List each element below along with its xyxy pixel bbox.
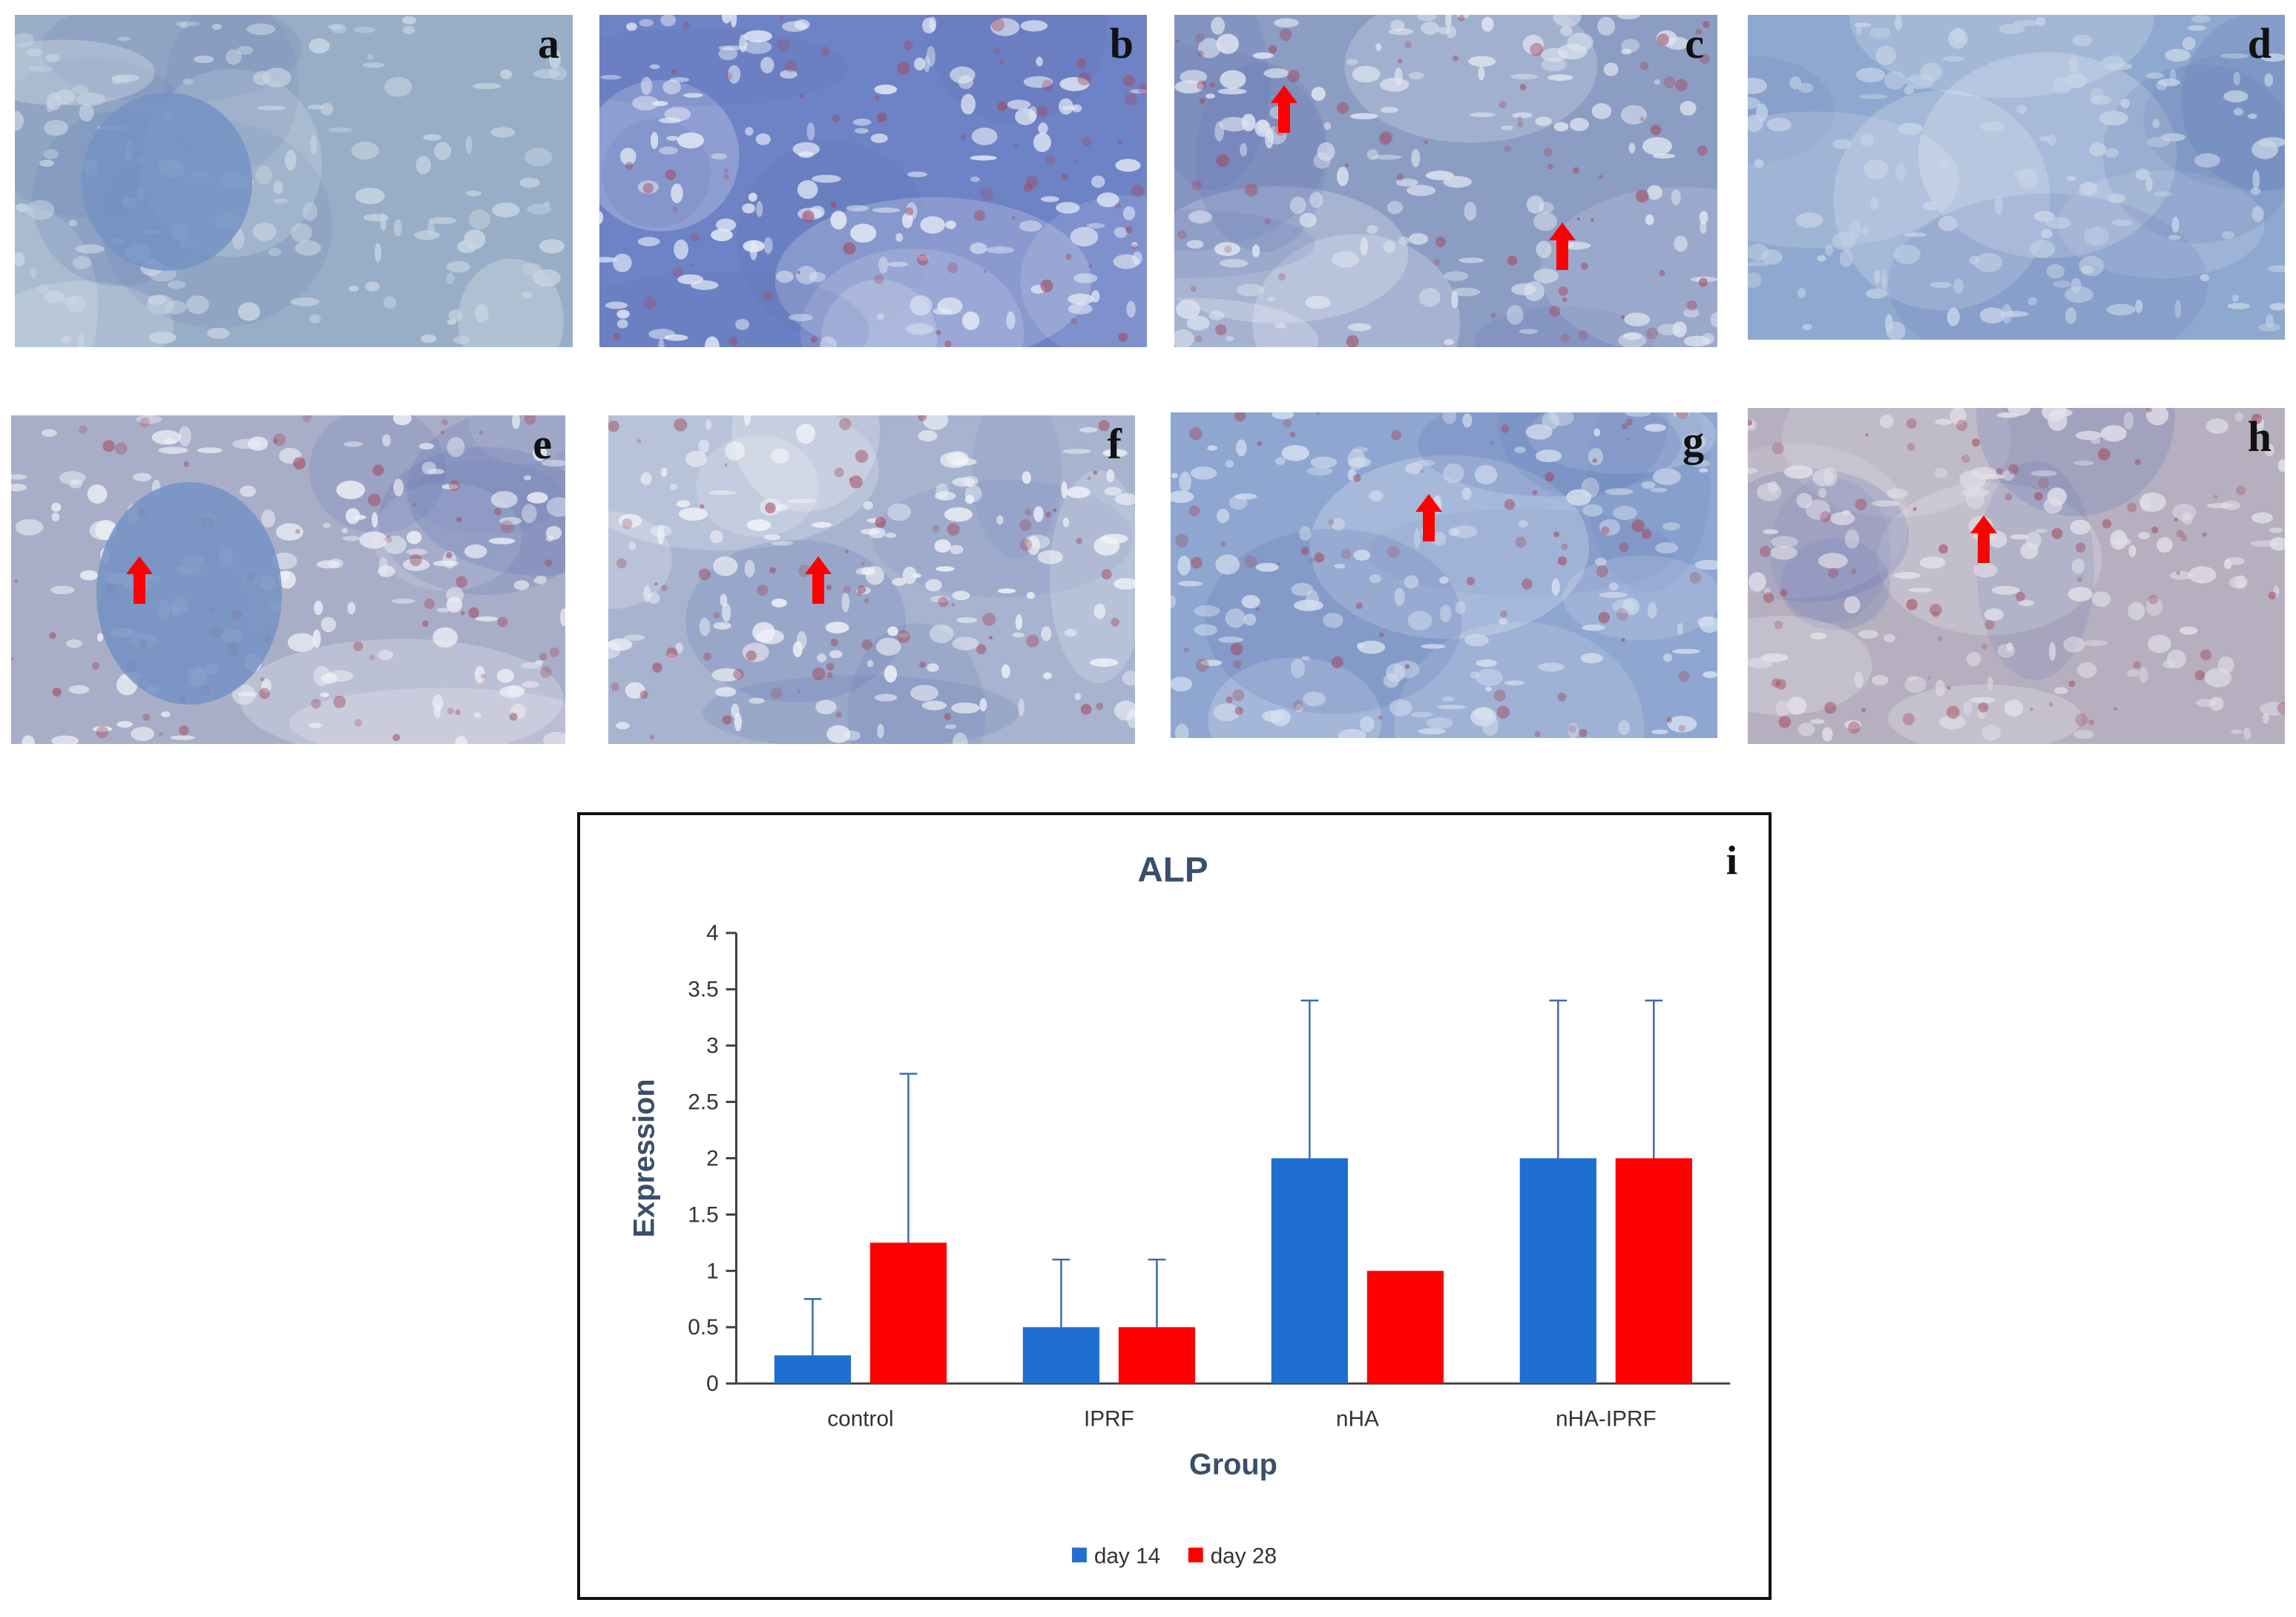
bar-day14-IPRF <box>1022 1327 1100 1384</box>
tissue-texture <box>1171 412 1717 738</box>
micrograph-panel-f: f <box>608 415 1135 744</box>
bar-day28-control <box>869 1242 947 1384</box>
legend-swatch-day28 <box>1188 1547 1203 1563</box>
tissue-texture <box>599 15 1147 347</box>
legend-label: day 14 <box>1094 1544 1160 1568</box>
legend-label: day 28 <box>1211 1544 1277 1568</box>
y-tick-label: 4 <box>706 921 719 946</box>
red-arrow-icon <box>1549 223 1576 270</box>
tissue-texture <box>1174 15 1717 347</box>
x-tick-label: IPRF <box>1084 1407 1134 1432</box>
red-arrow-icon <box>805 556 832 604</box>
y-tick-label: 1.5 <box>688 1202 718 1227</box>
tissue-texture <box>608 415 1135 744</box>
bar-day14-control <box>774 1355 852 1384</box>
red-arrow-icon <box>1271 85 1297 133</box>
bar-day14-nHA-IPRF <box>1519 1158 1596 1384</box>
panel-label-a: a <box>538 19 559 67</box>
legend-swatch-day14 <box>1072 1547 1087 1563</box>
y-tick-label: 3.5 <box>688 978 718 1002</box>
bar-day14-nHA <box>1271 1158 1348 1384</box>
y-tick-label: 0 <box>706 1371 719 1396</box>
y-tick-label: 2.5 <box>688 1090 718 1114</box>
bar-day28-nHA <box>1366 1271 1444 1384</box>
x-axis-label: Group <box>1189 1448 1277 1481</box>
panel-label-d: d <box>2247 19 2272 67</box>
panel-label-f: f <box>1107 420 1122 468</box>
tissue-texture <box>1748 408 2285 744</box>
x-tick-label: control <box>827 1407 893 1432</box>
tissue-texture <box>1748 15 2285 340</box>
chart-title: ALP <box>1137 850 1208 889</box>
bar-day28-nHA-IPRF <box>1615 1158 1692 1384</box>
x-tick-label: nHA <box>1336 1407 1379 1432</box>
panel-label-h: h <box>2247 412 2272 461</box>
micrograph-panel-c: c <box>1174 15 1717 347</box>
red-arrow-icon <box>1970 516 1997 563</box>
bar-day28-IPRF <box>1118 1327 1196 1384</box>
x-tick-label: nHA-IPRF <box>1556 1407 1657 1432</box>
tissue-texture <box>15 15 568 347</box>
y-tick-label: 0.5 <box>688 1315 718 1340</box>
y-tick-label: 3 <box>706 1034 719 1058</box>
panel-label-c: c <box>1685 19 1704 67</box>
red-arrow-icon <box>126 556 153 604</box>
panel-label-b: b <box>1109 19 1134 67</box>
y-tick-label: 1 <box>706 1259 719 1283</box>
y-axis-label: Expression <box>628 1079 660 1238</box>
panel-label-g: g <box>1682 417 1704 465</box>
panel-label-e: e <box>533 420 552 468</box>
alp-bar-chart: ALP i 0 0.5 1 1.5 2 2.5 3 3.5 4 control IPRF nHA nHA-I… <box>577 812 1772 1600</box>
micrograph-panel-d: d <box>1748 15 2285 340</box>
tissue-texture <box>11 415 565 744</box>
y-tick-label: 2 <box>706 1146 719 1170</box>
micrograph-panel-a: a <box>15 15 573 347</box>
alp-chart-svg: ALP i 0 0.5 1 1.5 2 2.5 3 3.5 4 control IPRF nHA nHA-I… <box>628 837 1737 1568</box>
micrograph-panel-h: h <box>1748 408 2285 744</box>
micrograph-panel-e: e <box>11 415 565 744</box>
micrograph-panel-b: b <box>599 15 1147 347</box>
red-arrow-icon <box>1415 494 1442 541</box>
panel-label-i: i <box>1726 837 1737 883</box>
micrograph-panel-g: g <box>1171 412 1717 738</box>
